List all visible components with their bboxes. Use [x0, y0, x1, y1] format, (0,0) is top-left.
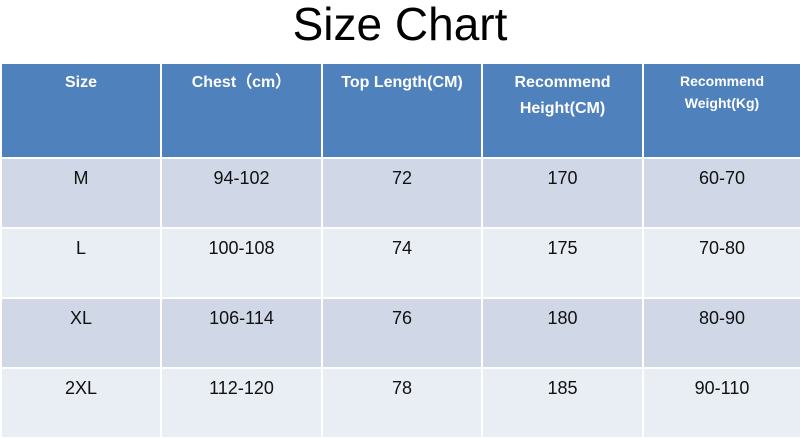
- header-cell: Size: [0, 62, 162, 159]
- table-cell: XL: [0, 297, 162, 369]
- table-cell: 72: [321, 157, 483, 229]
- table-cell: 70-80: [642, 227, 800, 299]
- table-cell: 78: [321, 367, 483, 439]
- header-cell: Chest（cm）: [160, 62, 323, 159]
- table-cell: 112-120: [160, 367, 323, 439]
- table-cell: 180: [481, 297, 644, 369]
- table-cell: 106-114: [160, 297, 323, 369]
- table-cell: M: [0, 157, 162, 229]
- table-row: XL 106-114 76 180 80-90: [0, 297, 800, 369]
- table-cell: 74: [321, 227, 483, 299]
- table-cell: 170: [481, 157, 644, 229]
- table-row: 2XL 112-120 78 185 90-110: [0, 367, 800, 439]
- table-cell: L: [0, 227, 162, 299]
- header-cell: Top Length(CM): [321, 62, 483, 159]
- table-cell: 2XL: [0, 367, 162, 439]
- table-row: L 100-108 74 175 70-80: [0, 227, 800, 299]
- table-cell: 80-90: [642, 297, 800, 369]
- table-cell: 76: [321, 297, 483, 369]
- size-table: Size Chest（cm） Top Length(CM) Recommend Hei…: [0, 62, 800, 439]
- header-row: Size Chest（cm） Top Length(CM) Recommend Hei…: [0, 62, 800, 159]
- page-title: Size Chart: [292, 0, 508, 50]
- table-cell: 175: [481, 227, 644, 299]
- table-body: M 94-102 72 170 60-70 L 100-108 74 175 70-80 XL 106…: [0, 157, 800, 439]
- table-cell: 185: [481, 367, 644, 439]
- table-cell: 100-108: [160, 227, 323, 299]
- table-cell: 94-102: [160, 157, 323, 229]
- table-cell: 90-110: [642, 367, 800, 439]
- table-row: M 94-102 72 170 60-70: [0, 157, 800, 229]
- header-cell: Recommend Height(CM): [481, 62, 644, 159]
- table-cell: 60-70: [642, 157, 800, 229]
- header-cell: Recommend Weight(Kg): [642, 62, 800, 159]
